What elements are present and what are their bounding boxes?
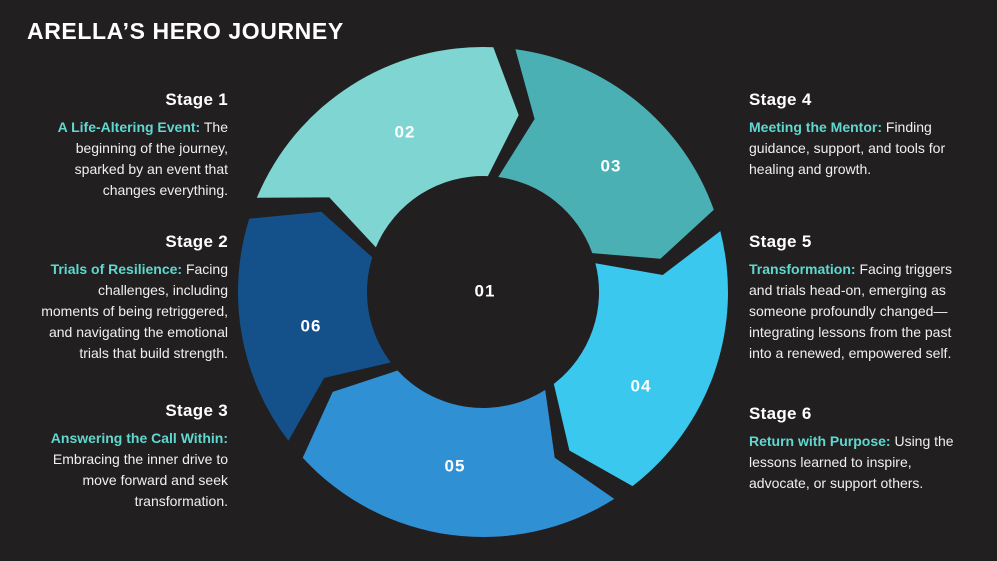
segment-label-04: 04 [631, 376, 652, 395]
page-title: ARELLA’S HERO JOURNEY [27, 18, 344, 44]
center-label: 01 [475, 281, 496, 300]
stage-2-heading: Stage 2 [165, 232, 228, 251]
stage-4-block: Stage 4 Meeting the Mentor: Finding guid… [749, 89, 979, 180]
segment-label-03: 03 [601, 156, 622, 175]
stage-6-body: Using the lessons learned to inspire, ad… [749, 433, 954, 491]
stage-6-highlight: Return with Purpose: [749, 433, 891, 449]
stage-6-heading: Stage 6 [749, 404, 812, 423]
stage-4-body: Finding guidance, support, and tools for… [749, 119, 946, 177]
stage-4-highlight: Meeting the Mentor: [749, 119, 882, 135]
segment-05 [302, 370, 615, 538]
segment-02 [256, 46, 519, 248]
stage-3-highlight: Answering the Call Within: [50, 430, 228, 446]
stage-1-highlight: A Life-Altering Event: [57, 119, 201, 135]
segment-06 [237, 211, 391, 441]
segment-04 [553, 231, 728, 487]
segment-03 [498, 49, 714, 259]
segment-label-06: 06 [301, 316, 322, 335]
stage-1-heading: Stage 1 [165, 90, 228, 109]
stage-5-highlight: Transformation: [749, 261, 856, 277]
stage-3-heading: Stage 3 [165, 401, 228, 420]
stage-6-block: Stage 6 Return with Purpose: Using the l… [749, 403, 979, 494]
stage-5-body: Facing triggers and trials head-on, emer… [749, 261, 953, 361]
segment-label-05: 05 [445, 456, 466, 475]
stage-1-block: Stage 1 A Life-Altering Event: The begin… [0, 89, 228, 201]
stage-5-block: Stage 5 Transformation: Facing triggers … [749, 231, 979, 364]
stage-2-body: Facing challenges, including moments of … [41, 261, 228, 361]
stage-3-block: Stage 3 Answering the Call Within: Embra… [0, 400, 228, 512]
stage-3-body: Embracing the inner drive to move forwar… [52, 451, 228, 509]
stage-5-heading: Stage 5 [749, 232, 812, 251]
segment-label-02: 02 [395, 122, 416, 141]
stage-2-block: Stage 2 Trials of Resilience: Facing cha… [0, 231, 228, 364]
stage-1-body: The beginning of the journey, sparked by… [74, 119, 228, 198]
stage-2-highlight: Trials of Resilience: [50, 261, 183, 277]
stage-4-heading: Stage 4 [749, 90, 812, 109]
